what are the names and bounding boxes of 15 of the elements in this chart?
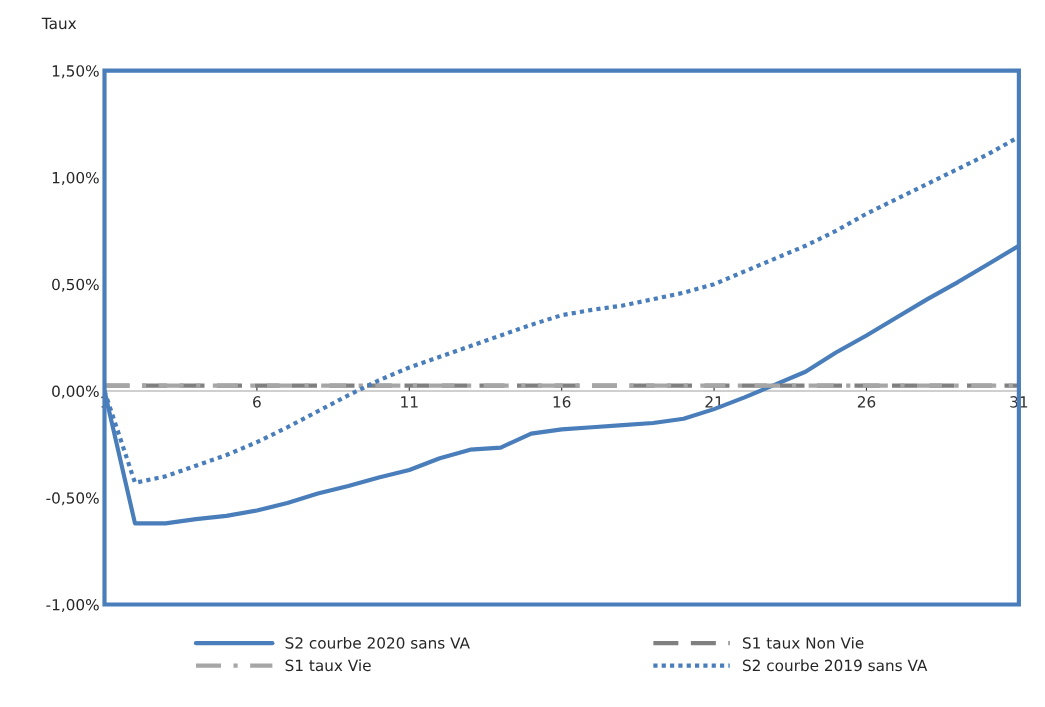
y-tick-label: 1,50% <box>52 65 99 79</box>
x-tick-label: 11 <box>401 396 418 408</box>
x-tick-label: 16 <box>553 396 571 408</box>
x-tick-label: 6 <box>253 396 261 408</box>
legend-label: S1 taux Non Vie <box>742 636 864 649</box>
y-axis-title: Taux <box>41 17 77 30</box>
legend-label: S2 courbe 2019 sans VA <box>742 659 928 672</box>
legend-label: S1 taux Vie <box>285 659 371 672</box>
y-tick-label: 0,50% <box>52 278 99 292</box>
x-tick-label: 26 <box>857 396 876 408</box>
y-tick-label: -1,00% <box>46 598 99 613</box>
y-tick-label: 0,00% <box>52 385 99 399</box>
y-tick-label: -0,50% <box>46 492 99 506</box>
y-tick-label: 1,00% <box>52 171 99 186</box>
legend-label: S2 courbe 2020 sans VA <box>285 636 470 649</box>
